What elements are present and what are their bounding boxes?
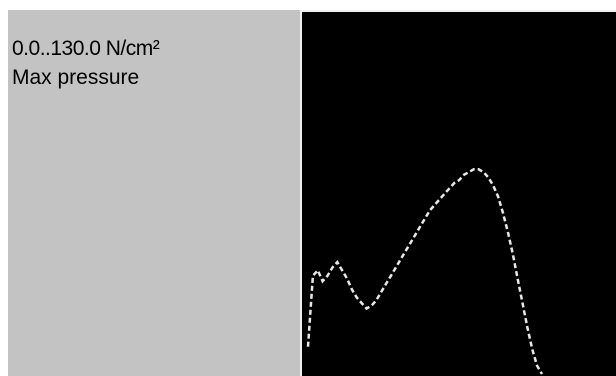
pressure-plot-svg	[306, 168, 544, 375]
info-panel: 0.0..130.0 N/cm² Max pressure	[8, 10, 300, 376]
metric-label: Max pressure	[12, 66, 140, 89]
range-label: 0.0..130.0 N/cm²	[12, 37, 160, 60]
pressure-plot	[300, 10, 616, 376]
max-pressure-curve	[306, 168, 544, 375]
